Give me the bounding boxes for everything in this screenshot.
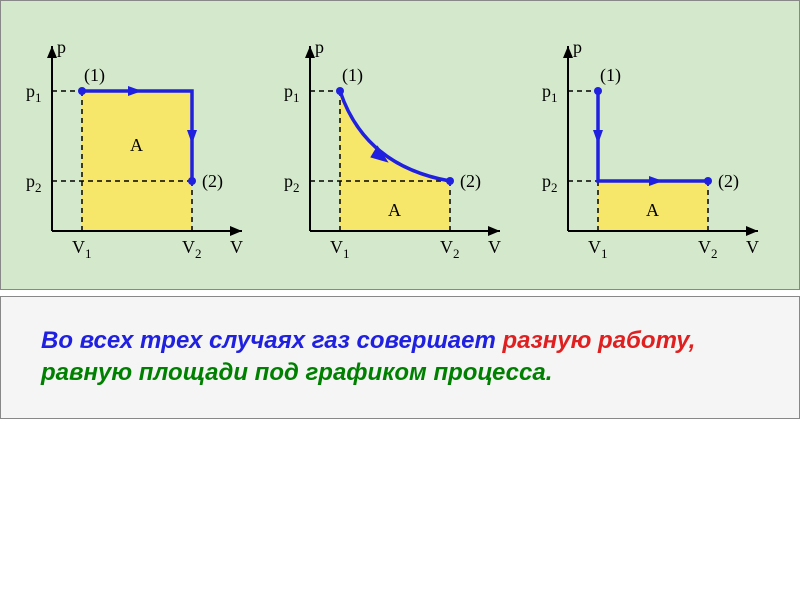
x-arrow [488,226,500,236]
tick-v1: V1 [588,237,608,261]
y-arrow [47,46,57,58]
y-axis-label: p [573,37,582,57]
tick-v2: V2 [698,237,718,261]
process-curve [598,91,708,181]
x-axis-label: V [230,237,243,257]
area-label: A [130,135,143,155]
caption-text: Во всех трех случаях газ совершает разну… [41,325,759,390]
pv-diagram-1: p V p1 p2 V1 V2 (1) (2) A [22,31,262,269]
label-point-1: (1) [84,65,105,86]
x-axis-label: V [746,237,759,257]
point-1 [78,87,86,95]
x-arrow [746,226,758,236]
arrow-1 [593,130,603,144]
caption-panel: Во всех трех случаях газ совершает разну… [0,296,800,419]
y-arrow [563,46,573,58]
point-2 [704,177,712,185]
pv-diagram-3: p V p1 p2 V1 V2 (1) (2) A [538,31,778,269]
label-point-2: (2) [202,171,223,192]
caption-part1: Во всех трех случаях газ совершает [41,327,503,354]
work-area [82,91,192,231]
tick-p2: p2 [542,171,558,195]
caption-highlight: разную работу, [503,327,696,354]
tick-p1: p1 [26,81,42,105]
y-axis-label: p [315,37,324,57]
point-2 [446,177,454,185]
tick-p1: p1 [542,81,558,105]
y-arrow [305,46,315,58]
y-axis-label: p [57,37,66,57]
tick-p1: p1 [284,81,300,105]
area-label: A [388,200,401,220]
tick-v1: V1 [330,237,350,261]
tick-p2: p2 [284,171,300,195]
label-point-1: (1) [342,65,363,86]
point-2 [188,177,196,185]
pv-diagram-2: p V p1 p2 V1 V2 (1) (2) A [280,31,520,269]
area-label: A [646,200,659,220]
x-axis-label: V [488,237,501,257]
label-point-2: (2) [460,171,481,192]
point-1 [336,87,344,95]
tick-v2: V2 [440,237,460,261]
point-1 [594,87,602,95]
tick-p2: p2 [26,171,42,195]
x-arrow [230,226,242,236]
tick-v1: V1 [72,237,92,261]
caption-part3: равную площади под графиком процесса. [41,359,552,386]
label-point-1: (1) [600,65,621,86]
tick-v2: V2 [182,237,202,261]
diagram-panel: p V p1 p2 V1 V2 (1) (2) A p V p1 p2 V1 V… [0,0,800,290]
label-point-2: (2) [718,171,739,192]
